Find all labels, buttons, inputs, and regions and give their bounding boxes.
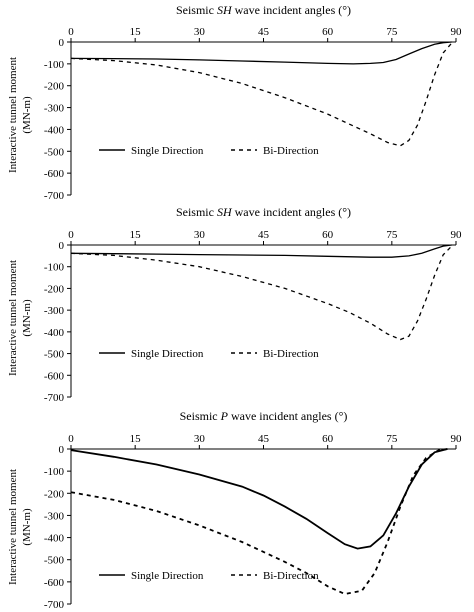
panel-3: Seismic P wave incident angles (°) 0 15 30 4… [44, 409, 462, 611]
chart-title-2: Seismic SH wave incident angles (°) [176, 205, 351, 219]
series-line-single-direction [70, 41, 452, 65]
legend-label-single: Single Direction [131, 570, 204, 582]
y-tick-label: 0 [59, 37, 65, 49]
y-tick-label: -600 [44, 168, 65, 180]
y-tick-label: -300 [44, 103, 65, 115]
x-tick-label: 90 [451, 229, 463, 241]
panel-1: Seismic SH wave incident angles (°) 0 15 30… [44, 3, 462, 202]
title-prefix: Seismic [176, 3, 217, 17]
legend-label-bi: Bi-Direction [263, 570, 319, 582]
y-tick-label: -200 [44, 81, 65, 93]
title-suffix: wave incident angles (°) [228, 409, 347, 423]
legend-label-single: Single Direction [131, 348, 204, 360]
series-line-bi-direction [70, 42, 453, 147]
panels: Seismic SH wave incident angles (°) 0 15 30… [44, 3, 462, 611]
x-tick-label: 0 [68, 229, 74, 241]
series-line-bi-direction [70, 245, 453, 341]
ylabel-line1-panel3: Interactive tunnel moment [7, 469, 19, 585]
x-tick-label: 15 [130, 229, 142, 241]
ylabel-line2-panel3: (MN-m) [21, 508, 33, 546]
chart-title-3: Seismic P wave incident angles (°) [180, 409, 348, 423]
title-prefix: Seismic [180, 409, 221, 423]
y-tick-label: -500 [44, 349, 65, 361]
y-tick-label: -200 [44, 488, 65, 500]
x-tick-label: 30 [194, 229, 206, 241]
panel-2: Seismic SH wave incident angles (°) 0 15 30… [44, 205, 462, 404]
y-tick-label: -700 [44, 392, 65, 404]
x-tick-label: 90 [451, 433, 463, 445]
y-tick-label: -600 [44, 370, 65, 382]
y-tick-label: -500 [44, 146, 65, 158]
series-line-single-direction [70, 448, 448, 550]
y-tick-label: -400 [44, 533, 65, 545]
y-tick-label: -400 [44, 327, 65, 339]
y-tick-label: -700 [44, 190, 65, 202]
x-tick-label: 0 [68, 433, 74, 445]
y-tick-label: -600 [44, 577, 65, 589]
y-tick-label: -300 [44, 510, 65, 522]
series-line-single-direction [70, 244, 452, 258]
x-tick-label: 30 [194, 433, 206, 445]
x-tick-label: 75 [386, 433, 398, 445]
x-tick-label: 15 [130, 433, 142, 445]
title-wave-symbol: P [220, 409, 229, 423]
y-tick-label: -200 [44, 283, 65, 295]
y-tick-label: 0 [59, 444, 65, 456]
y-tick-label: -100 [44, 59, 65, 71]
x-tick-label: 60 [322, 433, 334, 445]
legend-label-bi: Bi-Direction [263, 348, 319, 360]
y-tick-label: -400 [44, 124, 65, 136]
x-tick-label: 30 [194, 26, 206, 38]
x-tick-label: 45 [258, 229, 270, 241]
y-tick-label: -300 [44, 305, 65, 317]
ylabel-line2-panel1: (MN-m) [21, 96, 33, 134]
x-tick-label: 60 [322, 26, 334, 38]
title-suffix: wave incident angles (°) [232, 3, 351, 17]
ylabel-group-1: Interactive tunnel moment (MN-m) [7, 57, 33, 173]
x-tick-label: 45 [258, 433, 270, 445]
x-tick-label: 90 [451, 26, 463, 38]
title-prefix: Seismic [176, 205, 217, 219]
ylabel-line1-panel2: Interactive tunnel moment [7, 260, 19, 376]
y-tick-label: 0 [59, 240, 65, 252]
x-tick-label: 0 [68, 26, 74, 38]
y-tick-label: -100 [44, 262, 65, 274]
y-tick-label: -500 [44, 555, 65, 567]
y-tick-label: -700 [44, 599, 65, 611]
x-tick-label: 45 [258, 26, 270, 38]
legend-label-single: Single Direction [131, 145, 204, 157]
title-wave-symbol: SH [217, 205, 233, 219]
title-wave-symbol: SH [217, 3, 233, 17]
x-tick-label: 60 [322, 229, 334, 241]
chart-title-1: Seismic SH wave incident angles (°) [176, 3, 351, 17]
x-tick-label: 15 [130, 26, 142, 38]
x-tick-label: 75 [386, 26, 398, 38]
title-suffix: wave incident angles (°) [232, 205, 351, 219]
y-tick-label: -100 [44, 466, 65, 478]
legend-label-bi: Bi-Direction [263, 145, 319, 157]
ylabel-group-3: Interactive tunnel moment (MN-m) [7, 469, 33, 585]
x-tick-label: 75 [386, 229, 398, 241]
ylabel-line1-panel1: Interactive tunnel moment [7, 57, 19, 173]
ylabel-group-2: Interactive tunnel moment (MN-m) [7, 260, 33, 376]
ylabel-line2-panel2: (MN-m) [21, 299, 33, 337]
